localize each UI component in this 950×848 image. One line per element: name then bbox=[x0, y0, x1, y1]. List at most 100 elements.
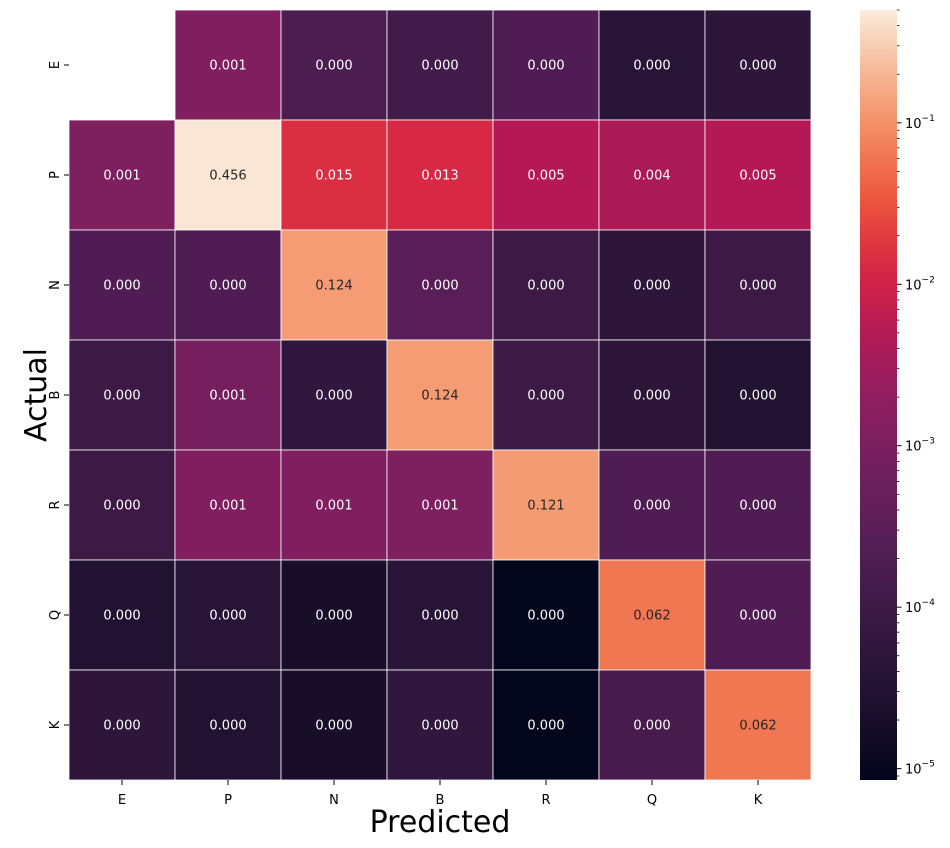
heatmap-cell bbox=[280, 229, 388, 341]
y-axis-title: Actual bbox=[19, 348, 54, 442]
cell-value-label: 0.001 bbox=[209, 59, 246, 74]
cell-value-label: 0.000 bbox=[315, 389, 352, 404]
cell-value-label: 0.000 bbox=[315, 719, 352, 734]
cell-value-label: 0.000 bbox=[103, 609, 140, 624]
x-tick-label: K bbox=[754, 793, 763, 808]
heatmap-cell bbox=[280, 339, 388, 451]
cell-value-label: 0.000 bbox=[315, 609, 352, 624]
heatmap-cell bbox=[492, 229, 600, 341]
cell-value-label: 0.001 bbox=[421, 499, 458, 514]
cell-value-label: 0.000 bbox=[633, 389, 670, 404]
y-axis: E P N B R Q K bbox=[48, 61, 69, 729]
y-tick-label: K bbox=[48, 720, 63, 729]
cell-value-label: 0.015 bbox=[315, 169, 352, 184]
cell-value-label: 0.005 bbox=[739, 169, 776, 184]
heatmap-cell bbox=[174, 449, 282, 561]
cell-value-label: 0.000 bbox=[633, 59, 670, 74]
heatmap-cell bbox=[598, 669, 706, 781]
cell-labels: 0.001 0.000 0.000 0.000 0.000 0.000 0.001 0.456… bbox=[103, 59, 776, 734]
cell-value-label: 0.000 bbox=[103, 719, 140, 734]
heatmap-cell bbox=[598, 9, 706, 121]
cell-value-label: 0.000 bbox=[527, 389, 564, 404]
colorbar-tick-label: 10−2 bbox=[905, 275, 935, 293]
heatmap-cell bbox=[386, 449, 494, 561]
cell-value-label: 0.000 bbox=[209, 719, 246, 734]
cell-value-label: 0.000 bbox=[527, 59, 564, 74]
heatmap-cell bbox=[68, 339, 176, 451]
heatmap-cell bbox=[386, 559, 494, 671]
cell-value-label: 0.001 bbox=[209, 499, 246, 514]
cell-value-label: 0.013 bbox=[421, 169, 458, 184]
colorbar-tick-label: 10−3 bbox=[905, 437, 935, 455]
cell-value-label: 0.000 bbox=[315, 59, 352, 74]
cell-value-label: 0.000 bbox=[633, 719, 670, 734]
heatmap-cell bbox=[280, 9, 388, 121]
heatmap-cell bbox=[68, 449, 176, 561]
heatmap-cell bbox=[492, 559, 600, 671]
heatmap-cell bbox=[492, 339, 600, 451]
cell-value-label: 0.121 bbox=[527, 499, 564, 514]
x-tick-label: R bbox=[541, 793, 550, 808]
colorbar-tick-label: 10−4 bbox=[905, 598, 935, 616]
x-tick-label: N bbox=[329, 793, 339, 808]
colorbar: 10−1 10−2 10−3 10−4 10−5 bbox=[860, 9, 935, 780]
x-tick-label: Q bbox=[647, 793, 657, 808]
heatmap-cell bbox=[280, 559, 388, 671]
cell-value-label: 0.124 bbox=[315, 279, 352, 294]
cell-value-label: 0.000 bbox=[209, 279, 246, 294]
cell-value-label: 0.000 bbox=[527, 279, 564, 294]
cell-value-label: 0.000 bbox=[739, 279, 776, 294]
cell-value-label: 0.000 bbox=[739, 389, 776, 404]
heatmap-cells bbox=[68, 9, 812, 781]
cell-value-label: 0.456 bbox=[209, 169, 246, 184]
y-tick-label: N bbox=[48, 280, 63, 290]
heatmap-cell bbox=[174, 9, 282, 121]
heatmap-cell bbox=[174, 119, 282, 231]
y-tick-label: E bbox=[48, 61, 63, 69]
y-tick-label: B bbox=[48, 391, 63, 400]
heatmap-cell bbox=[704, 449, 812, 561]
heatmap-cell bbox=[386, 669, 494, 781]
cell-value-label: 0.062 bbox=[739, 719, 776, 734]
x-tick-label: B bbox=[436, 793, 445, 808]
heatmap-cell bbox=[704, 339, 812, 451]
heatmap-cell bbox=[68, 229, 176, 341]
cell-value-label: 0.000 bbox=[421, 279, 458, 294]
y-tick-label: Q bbox=[48, 610, 63, 620]
cell-value-label: 0.000 bbox=[421, 719, 458, 734]
heatmap-cell bbox=[386, 9, 494, 121]
heatmap-cell bbox=[174, 339, 282, 451]
cell-value-label: 0.000 bbox=[103, 389, 140, 404]
cell-value-label: 0.062 bbox=[633, 609, 670, 624]
heatmap-cell bbox=[68, 559, 176, 671]
cell-value-label: 0.005 bbox=[527, 169, 564, 184]
heatmap-cell bbox=[492, 9, 600, 121]
cell-value-label: 0.000 bbox=[739, 59, 776, 74]
cell-value-label: 0.000 bbox=[739, 609, 776, 624]
colorbar-tick-label: 10−5 bbox=[905, 760, 935, 778]
heatmap-cell bbox=[704, 119, 812, 231]
heatmap-cell bbox=[492, 669, 600, 781]
heatmap-cell bbox=[598, 119, 706, 231]
heatmap-cell bbox=[174, 229, 282, 341]
cell-value-label: 0.000 bbox=[633, 279, 670, 294]
heatmap-cell bbox=[598, 559, 706, 671]
x-tick-label: E bbox=[118, 793, 126, 808]
x-axis-title: Predicted bbox=[370, 805, 511, 840]
heatmap-cell bbox=[704, 9, 812, 121]
cell-value-label: 0.000 bbox=[421, 59, 458, 74]
heatmap-cell bbox=[174, 669, 282, 781]
heatmap-cell bbox=[174, 559, 282, 671]
heatmap-cell bbox=[704, 669, 812, 781]
cell-value-label: 0.001 bbox=[209, 389, 246, 404]
cell-value-label: 0.000 bbox=[739, 499, 776, 514]
cell-value-label: 0.001 bbox=[103, 169, 140, 184]
cell-value-label: 0.004 bbox=[633, 169, 670, 184]
heatmap-cell bbox=[68, 669, 176, 781]
colorbar-tick-label: 10−1 bbox=[905, 114, 935, 132]
y-tick-label: R bbox=[48, 500, 63, 509]
cell-value-label: 0.001 bbox=[315, 499, 352, 514]
cell-value-label: 0.000 bbox=[527, 719, 564, 734]
